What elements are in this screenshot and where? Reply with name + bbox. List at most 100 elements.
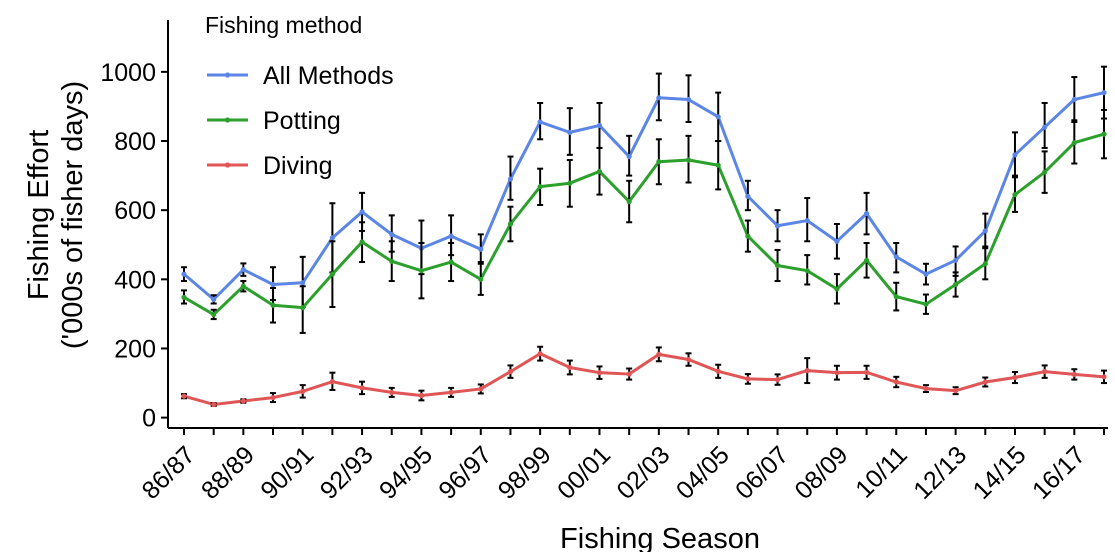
data-point [656,159,662,165]
data-point [982,379,988,385]
data-point [567,364,573,371]
data-point [567,180,573,186]
y-tick-label: 600 [114,197,156,225]
data-point [537,184,543,190]
legend-label: Potting [263,107,341,135]
data-point [537,351,543,357]
data-point [834,370,840,376]
data-point [1071,140,1077,146]
data-point [804,268,810,274]
data-point [448,259,454,265]
data-point [953,281,959,288]
x-tick-label: 88/89 [196,441,260,505]
x-tick-label: 96/97 [433,441,497,505]
data-point [507,369,514,375]
data-point [863,211,870,217]
y-tick-label: 200 [114,335,156,363]
data-point [1101,374,1107,380]
data-point [596,370,603,376]
axes [167,20,1108,429]
series-line [183,132,1105,317]
data-point [389,258,395,264]
data-point [626,198,632,205]
data-point [1071,371,1077,378]
data-point [685,356,692,363]
data-point [656,95,662,101]
data-point [923,385,929,392]
data-point [715,162,721,168]
data-point [982,228,988,234]
data-point [507,221,514,227]
y-tick-label: 0 [142,405,156,433]
x-tick-label: 90/91 [255,441,319,505]
data-point [418,268,425,274]
data-point [893,254,899,260]
data-point [1101,90,1107,96]
data-point [567,129,573,135]
legend-swatch-point [224,162,231,168]
x-tick-label: 10/11 [850,441,913,504]
data-point [329,235,335,241]
data-point [1012,152,1018,158]
data-point [893,379,899,385]
series-group [181,345,1107,408]
data-point [389,231,395,237]
x-ticks: 86/8788/8990/9192/9394/9596/9798/9900/01… [137,428,1105,505]
data-point [1042,124,1048,130]
series-line [183,91,1105,301]
data-point [1012,192,1018,198]
x-tick-label: 00/01 [552,441,616,505]
data-point [893,294,899,300]
y-tick-label: 1000 [100,59,156,87]
data-point [448,389,454,395]
data-point [300,280,306,286]
data-point [270,281,276,288]
data-point [537,119,543,125]
data-point [1012,374,1018,381]
data-point [240,398,246,404]
data-point [745,233,751,239]
data-point [478,246,484,252]
legend-swatch-point [224,72,231,78]
x-axis-title: Fishing Season [560,523,760,552]
data-point [834,238,840,244]
legend-label: Diving [263,152,332,180]
legend-swatch-point [224,117,231,123]
data-point [211,296,217,302]
legend: Fishing method All Methods Potting Diving [205,12,394,180]
data-point [626,371,632,377]
series-group [181,108,1107,334]
data-point [656,351,662,357]
y-tick-label: 800 [114,128,156,156]
data-point [300,305,306,311]
y-ticks: 0 200 400 600 800 1000 [100,59,168,433]
data-point [359,239,365,245]
data-point [359,385,365,391]
data-point [211,401,217,408]
data-point [507,176,514,182]
data-point [1071,96,1077,103]
y-axis-title-line2: ('000s of fisher days) [57,81,89,349]
data-point [1101,131,1107,137]
data-point [626,153,632,160]
data-point [953,257,959,263]
data-point [478,276,484,282]
data-point [270,302,276,308]
data-point [715,114,721,120]
data-point [923,301,929,307]
data-point [834,286,840,292]
data-point [804,368,810,374]
series-layer [181,65,1107,408]
data-point [300,388,306,394]
data-point [715,368,721,374]
data-point [774,223,781,229]
x-tick-label: 06/07 [730,441,794,505]
data-point [240,283,246,289]
data-point [745,193,751,199]
legend-label: All Methods [263,62,394,90]
x-tick-label: 86/87 [137,441,201,505]
data-point [181,271,187,277]
data-point [596,168,603,175]
data-point [804,217,810,224]
